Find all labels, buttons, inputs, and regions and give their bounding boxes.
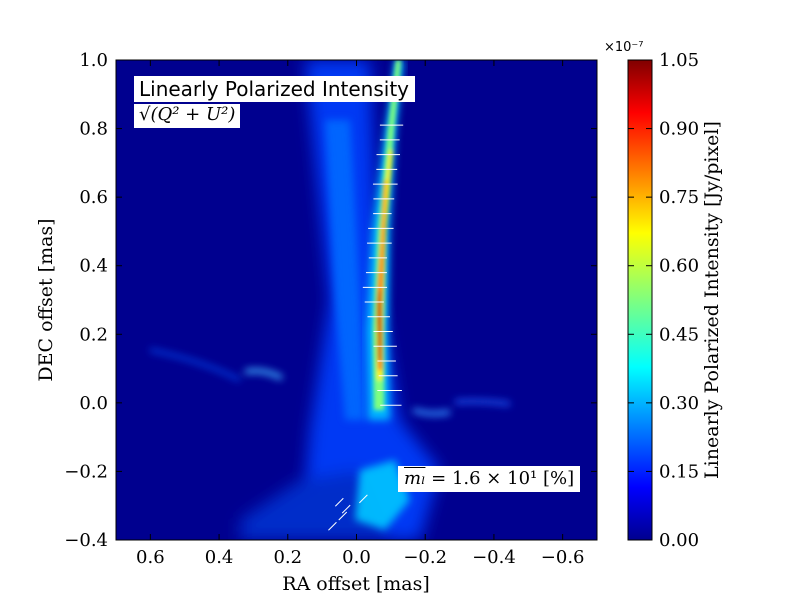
colorbar-tick-label: 0.00	[659, 530, 699, 551]
y-tick-label: 0.6	[79, 187, 108, 208]
colorbar-tick-label: 0.30	[659, 393, 699, 414]
x-tick-label: 0.4	[205, 547, 234, 568]
x-tick-label: 0.6	[136, 547, 165, 568]
colorbar-tick-label: 1.05	[659, 50, 699, 71]
colorbar-exponent: ×10⁻⁷	[604, 40, 644, 55]
colorbar-label: Linearly Polarized Intensity [Jy/pixel]	[701, 121, 723, 479]
map-title: Linearly Polarized Intensity	[134, 76, 415, 102]
x-tick-label: −0.6	[541, 547, 585, 568]
x-tick-label: −0.4	[472, 547, 516, 568]
y-tick-label: 0.8	[79, 119, 108, 140]
colorbar	[628, 60, 652, 540]
y-tick-label: 1.0	[79, 50, 108, 71]
x-tick-label: 0.2	[273, 547, 302, 568]
colorbar-tick-label: 0.15	[659, 461, 699, 482]
mean-fractional-polarization: mₗ = 1.6 × 10¹ [%]	[398, 466, 580, 492]
y-tick-label: 0.0	[79, 393, 108, 414]
x-tick-label: −0.2	[403, 547, 447, 568]
x-tick-label: 0.0	[342, 547, 371, 568]
colorbar-tick-label: 0.45	[659, 324, 699, 345]
x-axis-title: RA offset [mas]	[282, 573, 430, 595]
fraction-symbol: mₗ	[404, 468, 425, 489]
y-axis-title: DEC offset [mas]	[35, 218, 57, 381]
map-formula: √(Q² + U²)	[134, 104, 240, 128]
fraction-value: = 1.6 × 10¹ [%]	[425, 468, 574, 489]
y-tick-label: −0.4	[64, 530, 108, 551]
y-tick-label: 0.4	[79, 256, 108, 277]
colorbar-tick-label: 0.90	[659, 119, 699, 140]
y-tick-label: 0.2	[79, 324, 108, 345]
colorbar-tick-label: 0.60	[659, 256, 699, 277]
colorbar-tick-label: 0.75	[659, 187, 699, 208]
y-tick-label: −0.2	[64, 461, 108, 482]
